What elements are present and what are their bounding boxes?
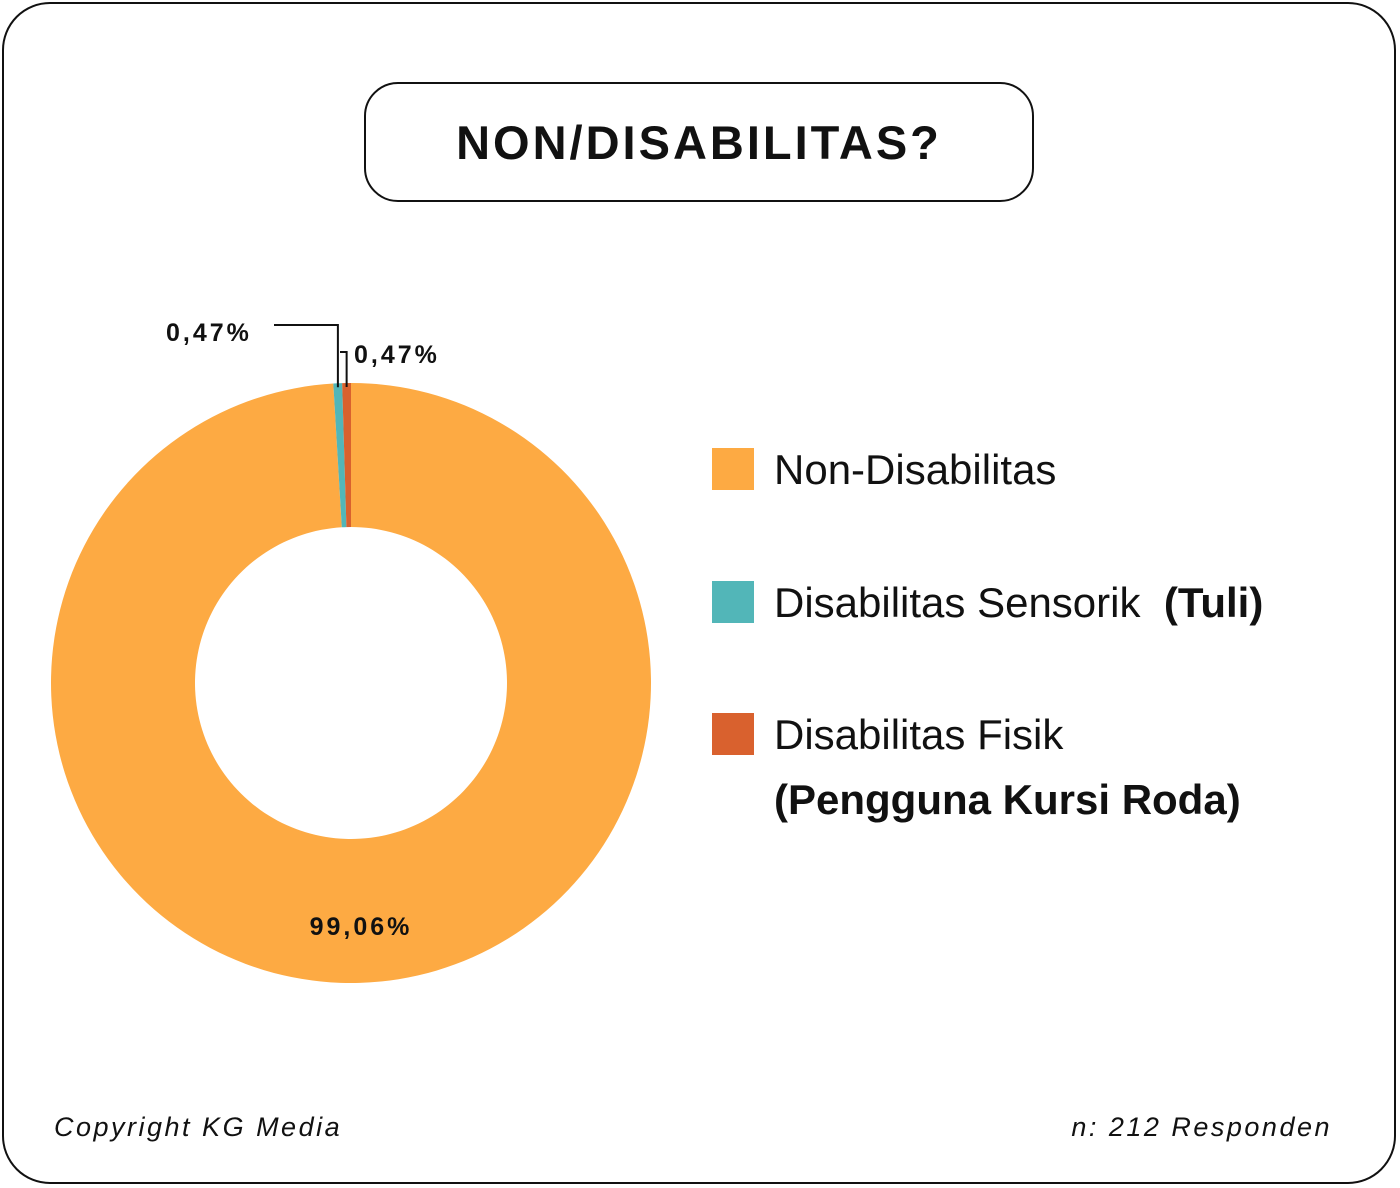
legend-swatch-sensorik [712,581,754,623]
legend-label-fisik-sub: (Pengguna Kursi Roda) [774,776,1241,823]
legend-item-fisik: Disabilitas Fisik (Pengguna Kursi Roda) [712,705,1241,835]
chart-title: NON/DISABILITAS? [456,115,942,169]
leader-line-fisik [340,351,348,388]
legend-item-non-disabilitas: Non-Disabilitas [712,440,1056,500]
legend-label-non-disabilitas: Non-Disabilitas [774,446,1057,493]
slice-non-disabilitas [51,382,652,983]
title-box: NON/DISABILITAS? [364,82,1034,202]
data-label-sensorik: 0,47% [166,319,252,347]
data-label-fisik: 0,47% [354,341,440,369]
legend-label-fisik: Disabilitas Fisik [774,711,1064,758]
legend-swatch-fisik [712,713,754,755]
legend-label-sensorik: Disabilitas Sensorik [774,579,1141,626]
legend-swatch-non-disabilitas [712,448,754,490]
slice-disabilitas-fisik [342,383,351,528]
slice-disabilitas-sensorik [333,383,347,528]
data-label-non-disabilitas: 99,06% [310,913,413,941]
leader-line-sensorik [274,324,339,388]
legend-label-sensorik-bold: (Tuli) [1163,579,1264,626]
respondents-text: n: 212 Responden [1071,1112,1332,1142]
legend-item-sensorik: Disabilitas Sensorik (Tuli) [712,573,1263,633]
copyright-text: Copyright KG Media [54,1112,343,1142]
